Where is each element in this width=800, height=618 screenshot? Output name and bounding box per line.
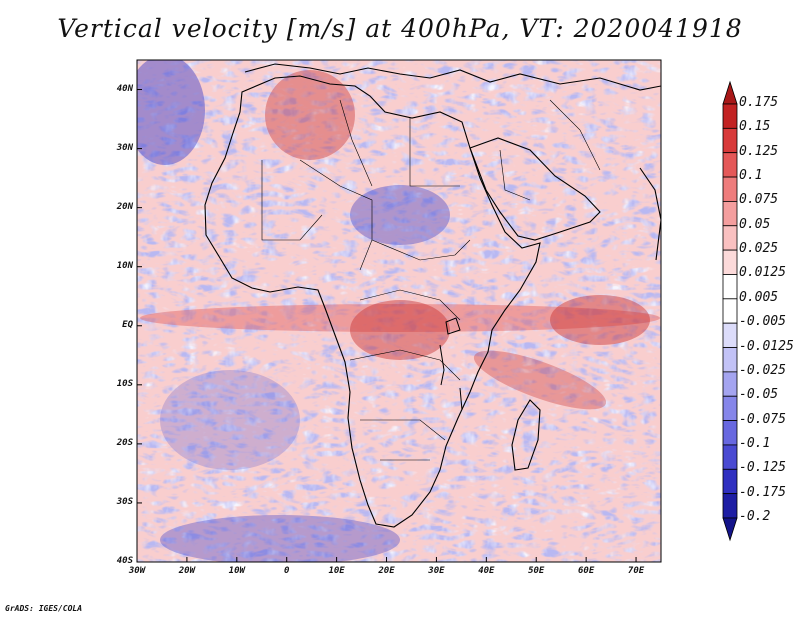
lat-tick-label: 40N: [116, 83, 133, 94]
ascent-cluster-congo: [350, 300, 450, 360]
colorbar-label: -0.05: [739, 387, 779, 403]
colorbar-label: 0.15: [739, 119, 771, 135]
colorbar-swatch: [722, 274, 738, 300]
ascent-band-madagascar: [473, 350, 607, 410]
colorbar-swatch: [722, 420, 738, 446]
border-segment: [359, 289, 461, 321]
colorbar-label: 0.025: [739, 241, 779, 257]
colorbar-label: 0.1: [739, 168, 763, 184]
plot-frame: [136, 59, 662, 563]
lat-tick-label: 40S: [116, 556, 133, 566]
arabia-coastline: [469, 137, 601, 241]
africa-coastline: [204, 75, 541, 528]
lat-tick-label: 20S: [116, 437, 133, 448]
colorbar-label: 0.075: [739, 192, 779, 208]
colorbar-label: 0.05: [739, 216, 771, 232]
border-segment: [360, 419, 446, 441]
border-segment: [299, 159, 373, 271]
colorbar-label: 0.175: [739, 95, 779, 110]
colorbar-swatch: [722, 395, 738, 421]
colorbar-swatch: [722, 468, 738, 495]
border-segment: [499, 149, 531, 201]
lon-tick-label: 10E: [328, 566, 345, 576]
lon-tick-label: 30E: [428, 566, 445, 576]
coastlines: [204, 63, 661, 528]
lake-malawi: [459, 387, 463, 411]
descent-south-atlantic: [160, 370, 300, 470]
colorbar-label: -0.175: [739, 484, 786, 500]
colorbar: [722, 80, 738, 542]
border-segment: [549, 99, 601, 171]
lat-tick-label: 10S: [116, 378, 133, 389]
border-segment: [261, 160, 323, 241]
colorbar-label: -0.1: [739, 435, 771, 451]
grads-credit: GrADS: IGES/COLA: [5, 604, 83, 613]
colorbar-swatch: [722, 444, 738, 470]
colorbar-label: 0.005: [739, 289, 779, 305]
lon-tick-label: 20W: [178, 566, 196, 576]
ascent-cluster-indian-ocean: [550, 295, 650, 345]
lat-tick-label: 30S: [116, 496, 133, 507]
border-segment: [409, 118, 460, 187]
colorbar-label: -0.005: [739, 314, 786, 330]
india-coastline: [639, 167, 661, 261]
lat-tick-label: 30N: [116, 142, 133, 153]
colorbar-max-arrow: [722, 80, 738, 105]
lon-tick-label: 20E: [378, 566, 395, 576]
descent-sahel: [350, 185, 450, 245]
colorbar-swatch: [722, 176, 738, 202]
lon-tick-label: 50E: [528, 566, 545, 576]
ascent-band-equator: [140, 304, 660, 332]
lon-tick-label: 40E: [478, 566, 495, 576]
lake-tanganyika: [439, 344, 445, 386]
lakes: [439, 317, 463, 411]
colorbar-swatch: [722, 225, 738, 251]
lat-tick-label: 20N: [116, 201, 133, 212]
colorbar-swatch: [722, 347, 738, 373]
colorbar-swatch: [722, 152, 738, 178]
velocity-field: [137, 60, 661, 562]
colorbar-label: -0.2: [739, 509, 771, 524]
colorbar-swatch: [722, 298, 738, 324]
colorbar-label: -0.075: [739, 411, 786, 427]
border-segment: [339, 99, 373, 187]
colorbar-swatch: [722, 249, 738, 275]
colorbar-swatch: [722, 322, 738, 348]
lon-tick-label: 60E: [578, 566, 595, 576]
mediterranean-north-coast: [244, 63, 661, 91]
border-segment: [349, 349, 461, 381]
lon-tick-label: 30W: [128, 566, 146, 576]
lon-tick-label: 10W: [228, 566, 245, 576]
colorbar-swatch: [722, 493, 738, 519]
descent-atlantic-north: [137, 60, 205, 165]
ascent-north-africa: [265, 70, 355, 160]
colorbar-label: 0.125: [739, 143, 779, 159]
lat-tick-label: 10N: [116, 260, 133, 271]
map-title: Vertical velocity [m/s] at 400hPa, VT: 2…: [57, 14, 743, 43]
colorbar-label: -0.0125: [739, 338, 794, 354]
border-segment: [371, 239, 471, 261]
country-borders: [261, 99, 601, 461]
colorbar-swatch: [722, 103, 738, 129]
madagascar-coastline: [511, 399, 541, 471]
colorbar-label: -0.125: [739, 460, 786, 476]
colorbar-label: 0.0125: [739, 265, 786, 281]
lon-tick-label: 70E: [627, 566, 645, 576]
lake-victoria: [445, 317, 461, 335]
colorbar-label: -0.025: [739, 362, 786, 378]
colorbar-swatch: [722, 201, 738, 227]
colorbar-min-arrow: [722, 517, 738, 542]
lon-tick-label: 0: [283, 566, 290, 576]
colorbar-swatch: [722, 371, 738, 397]
field-texture-positive: [137, 60, 661, 562]
colorbar-swatch: [722, 127, 738, 154]
lat-tick-label: EQ: [122, 319, 133, 330]
axis-ticks: [136, 89, 637, 563]
descent-southern-ocean: [160, 515, 400, 562]
